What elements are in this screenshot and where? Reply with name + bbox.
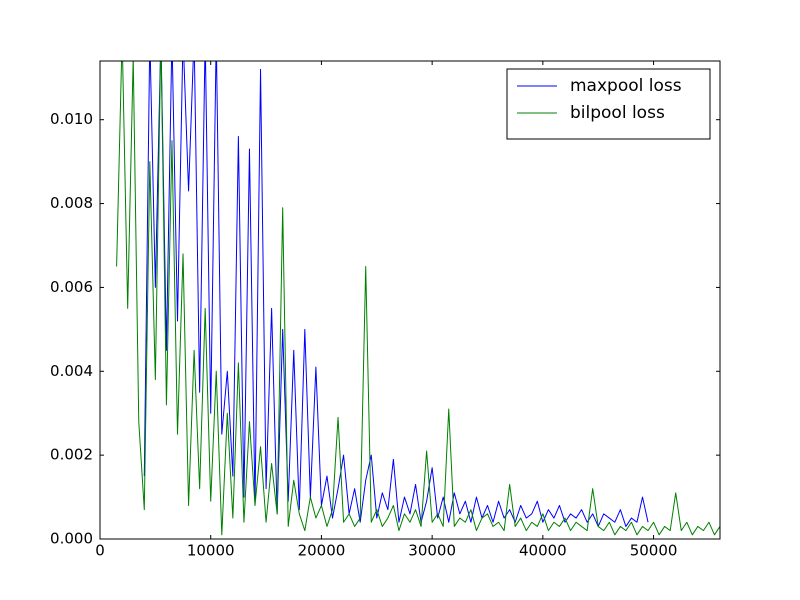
legend-box (506, 68, 711, 140)
ticks: 0 10000 20000 30000 40000 50000 0.000 0.002 0.00… (50, 61, 720, 560)
legend-label: bilpool loss (570, 103, 665, 123)
x-tick-label: 20000 (298, 542, 346, 560)
y-tick-label: 0.000 (50, 530, 93, 548)
y-tick-label: 0.008 (50, 194, 93, 212)
y-tick-label: 0.004 (50, 362, 93, 380)
legend: maxpool loss bilpool loss (506, 68, 711, 140)
x-tick-label: 40000 (519, 542, 567, 560)
lines (116, 61, 720, 536)
x-tick-label: 30000 (408, 542, 456, 560)
y-tick-label: 0.006 (50, 278, 93, 296)
axes-frame (99, 60, 721, 540)
x-tick-label: 0 (95, 542, 105, 560)
y-tick-label: 0.010 (50, 110, 93, 128)
x-tick-label: 10000 (187, 542, 235, 560)
series-line (116, 61, 720, 536)
x-tick-label: 50000 (630, 542, 678, 560)
y-tick-label: 0.002 (50, 446, 93, 464)
legend-label: maxpool loss (570, 76, 682, 96)
